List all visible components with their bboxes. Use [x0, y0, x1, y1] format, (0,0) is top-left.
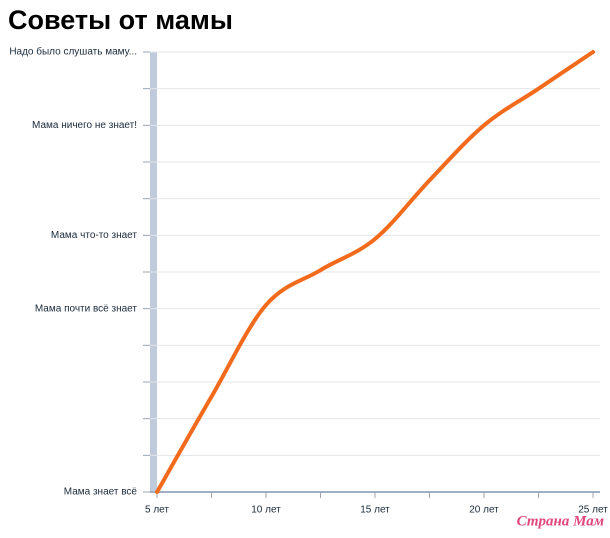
x-tick-label: 20 лет	[469, 505, 499, 516]
chart-title: Советы от мамы	[8, 5, 233, 35]
line	[155, 50, 595, 494]
x-tick-label: 5 лет	[145, 505, 169, 516]
y-tick-label: Мама почти всё знает	[35, 303, 138, 314]
y-tick-label: Мама знает всё	[64, 487, 138, 498]
x-tick-label: 10 лет	[251, 505, 281, 516]
x-tick-label: 15 лет	[360, 505, 390, 516]
x-tick-label: 25 лет	[578, 505, 608, 516]
y-tick-label: Мама ничего не знает!	[32, 120, 137, 131]
y-tick-label: Надо было слушать маму...	[9, 46, 137, 58]
watermark: Страна Мам	[517, 513, 604, 529]
y-tick-label: Мама что-то знает	[51, 230, 137, 241]
